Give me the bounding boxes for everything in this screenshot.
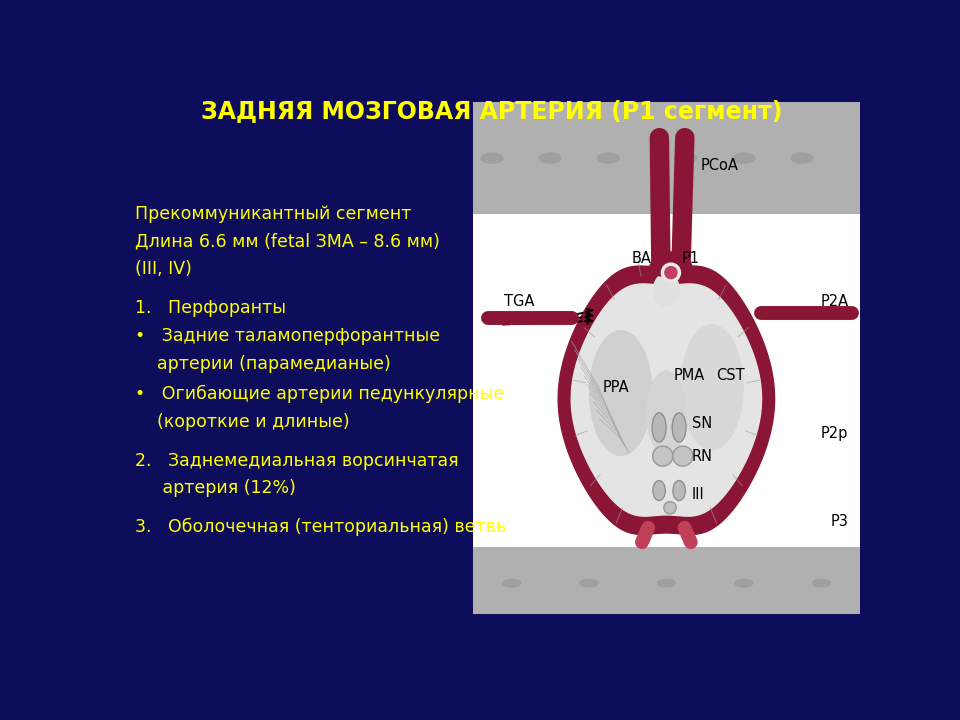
Ellipse shape bbox=[734, 578, 754, 588]
Ellipse shape bbox=[672, 413, 686, 442]
Ellipse shape bbox=[539, 153, 562, 164]
Polygon shape bbox=[558, 266, 775, 534]
Text: P3: P3 bbox=[830, 514, 849, 529]
Text: (короткие и длиные): (короткие и длиные) bbox=[134, 413, 349, 431]
Ellipse shape bbox=[653, 273, 680, 307]
Circle shape bbox=[653, 446, 673, 466]
Text: III: III bbox=[692, 487, 705, 502]
Text: Прекоммуникантный сегмент: Прекоммуникантный сегмент bbox=[134, 205, 411, 223]
Ellipse shape bbox=[732, 153, 756, 164]
Ellipse shape bbox=[502, 578, 521, 588]
Text: 3.   Оболочечная (тенториальная) ветвь: 3. Оболочечная (тенториальная) ветвь bbox=[134, 518, 506, 536]
Ellipse shape bbox=[673, 480, 685, 500]
Circle shape bbox=[663, 502, 676, 514]
Ellipse shape bbox=[674, 153, 697, 164]
Bar bbox=[472, 102, 860, 215]
Bar bbox=[472, 102, 860, 614]
Text: SN: SN bbox=[692, 416, 712, 431]
Ellipse shape bbox=[589, 330, 653, 456]
Text: RN: RN bbox=[692, 449, 713, 464]
Text: P1: P1 bbox=[682, 251, 700, 266]
Text: BA: BA bbox=[632, 251, 652, 266]
Ellipse shape bbox=[596, 153, 620, 164]
Ellipse shape bbox=[790, 153, 814, 164]
Text: PPA: PPA bbox=[603, 380, 629, 395]
Text: CST: CST bbox=[716, 369, 744, 383]
Circle shape bbox=[673, 446, 693, 466]
Ellipse shape bbox=[657, 578, 676, 588]
Text: 2.   Заднемедиальная ворсинчатая: 2. Заднемедиальная ворсинчатая bbox=[134, 451, 459, 469]
Text: (III, IV): (III, IV) bbox=[134, 261, 192, 279]
Ellipse shape bbox=[680, 324, 744, 451]
Bar bbox=[472, 547, 860, 614]
Circle shape bbox=[662, 264, 680, 281]
Ellipse shape bbox=[646, 370, 686, 456]
Text: 1.   Перфоранты: 1. Перфоранты bbox=[134, 300, 286, 317]
Ellipse shape bbox=[652, 413, 666, 442]
Ellipse shape bbox=[579, 578, 599, 588]
Text: артерии (парамедианые): артерии (парамедианые) bbox=[134, 354, 391, 373]
Text: •   Огибающие артерии педункулярные: • Огибающие артерии педункулярные bbox=[134, 385, 504, 403]
Polygon shape bbox=[571, 284, 761, 516]
Ellipse shape bbox=[812, 578, 831, 588]
Text: P2p: P2p bbox=[821, 426, 849, 441]
Ellipse shape bbox=[480, 153, 504, 164]
Text: ЗАДНЯЯ МОЗГОВАЯ АРТЕРИЯ (Р1 сегмент): ЗАДНЯЯ МОЗГОВАЯ АРТЕРИЯ (Р1 сегмент) bbox=[202, 99, 782, 123]
Ellipse shape bbox=[653, 480, 665, 500]
Text: PMA: PMA bbox=[674, 369, 705, 383]
Text: •   Задние таламоперфорантные: • Задние таламоперфорантные bbox=[134, 327, 440, 345]
Text: PCoA: PCoA bbox=[700, 158, 738, 174]
Text: Длина 6.6 мм (fetal ЗМА – 8.6 мм): Длина 6.6 мм (fetal ЗМА – 8.6 мм) bbox=[134, 233, 440, 251]
Text: артерия (12%): артерия (12%) bbox=[134, 480, 296, 498]
Text: P2A: P2A bbox=[821, 294, 849, 309]
Text: TGA: TGA bbox=[504, 294, 534, 309]
